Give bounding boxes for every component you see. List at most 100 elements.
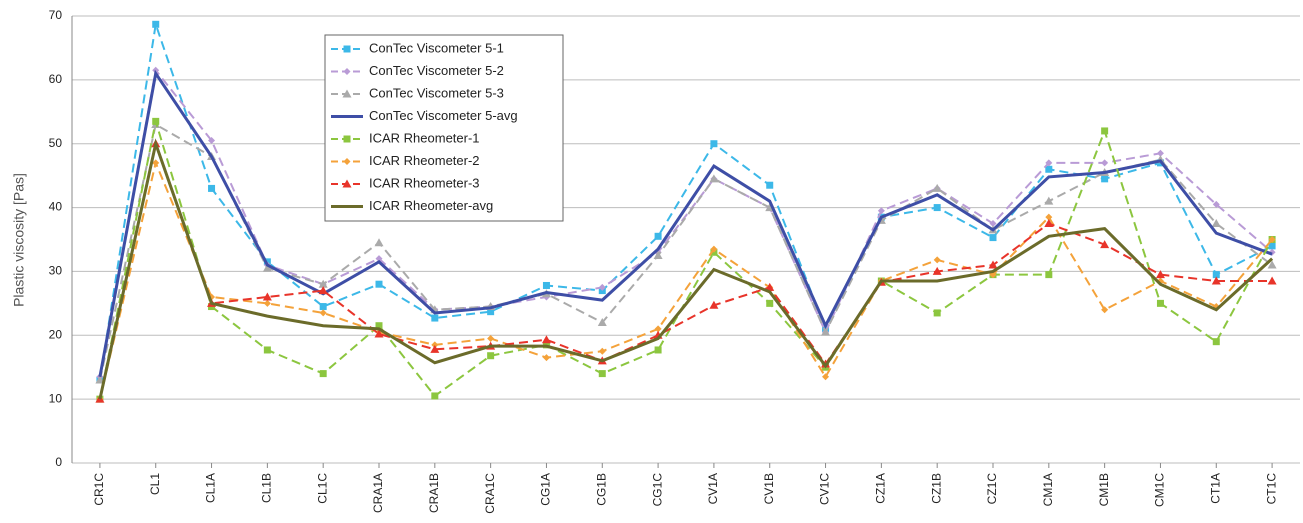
series-line xyxy=(98,138,1274,400)
series-line xyxy=(98,23,1273,381)
x-tick-label: CR1C xyxy=(92,473,106,506)
x-tick-label: CZ1A xyxy=(874,473,888,504)
x-tick-label: CM1A xyxy=(1041,473,1055,506)
point xyxy=(1212,338,1220,346)
point xyxy=(487,334,495,342)
x-tick-label: CT1A xyxy=(1208,473,1222,504)
y-tick-label: 40 xyxy=(49,200,63,214)
point xyxy=(1267,276,1277,285)
point xyxy=(1101,127,1109,135)
point xyxy=(932,266,942,275)
point xyxy=(541,335,551,344)
legend-marker xyxy=(343,135,351,143)
y-tick-label: 60 xyxy=(49,72,63,86)
x-tick-label: CV1A xyxy=(706,473,720,504)
x-tick-label: CV1C xyxy=(818,473,832,505)
point xyxy=(1211,276,1221,285)
legend-marker xyxy=(343,45,351,53)
point xyxy=(1100,240,1110,249)
x-tick-label: CM1C xyxy=(1153,473,1167,507)
point xyxy=(709,174,719,183)
y-axis-label: Plastic viscosity [Pas] xyxy=(11,173,27,307)
x-tick-label: CL1 xyxy=(148,473,162,495)
point xyxy=(1101,175,1109,183)
point xyxy=(821,327,831,336)
point xyxy=(319,303,327,311)
x-tick-label: CG1B xyxy=(594,473,608,506)
point xyxy=(430,344,440,353)
point xyxy=(989,234,997,242)
point xyxy=(1156,149,1164,157)
point xyxy=(988,260,998,269)
point xyxy=(653,250,663,259)
point xyxy=(263,346,271,354)
point xyxy=(1268,236,1276,243)
point xyxy=(431,314,439,322)
x-tick-label: CL1C xyxy=(315,473,329,504)
point xyxy=(654,346,662,354)
point xyxy=(152,20,160,28)
point xyxy=(542,281,550,289)
point xyxy=(319,370,327,378)
point xyxy=(989,220,997,228)
point xyxy=(208,137,216,145)
point xyxy=(262,292,272,301)
point xyxy=(766,181,774,189)
legend-marker xyxy=(342,89,352,98)
x-tick-label: CZ1C xyxy=(985,473,999,505)
point xyxy=(1155,270,1165,279)
point xyxy=(487,352,495,360)
legend-label: ConTec Viscometer 5-1 xyxy=(369,40,504,55)
point xyxy=(375,280,383,288)
y-tick-label: 70 xyxy=(49,8,63,22)
point xyxy=(1044,196,1054,205)
legend-label: ConTec Viscometer 5-avg xyxy=(369,108,518,123)
point xyxy=(1045,165,1053,173)
point xyxy=(375,255,383,263)
point xyxy=(487,308,495,316)
point xyxy=(374,329,384,338)
point xyxy=(932,183,942,192)
x-tick-label: CM1B xyxy=(1097,473,1111,506)
x-tick-label: CRA1A xyxy=(371,473,385,513)
y-tick-label: 50 xyxy=(49,136,63,150)
legend-box xyxy=(324,34,564,222)
series-line xyxy=(98,159,1273,400)
point xyxy=(1101,159,1109,167)
x-tick-label: CL1A xyxy=(204,473,218,503)
point xyxy=(318,279,328,288)
point xyxy=(765,282,775,291)
legend-label: ConTec Viscometer 5-3 xyxy=(369,85,504,100)
x-tick-label: CL1B xyxy=(260,473,274,503)
y-tick-label: 0 xyxy=(55,455,62,469)
point xyxy=(598,370,606,378)
point xyxy=(1212,271,1220,279)
point xyxy=(766,299,774,307)
point xyxy=(710,245,718,253)
point xyxy=(374,238,384,247)
point xyxy=(1212,200,1220,208)
point xyxy=(319,309,327,317)
point xyxy=(1267,260,1277,269)
point xyxy=(1211,219,1221,228)
y-tick-label: 10 xyxy=(49,391,63,405)
legend-marker xyxy=(343,158,351,165)
point xyxy=(208,184,216,192)
point xyxy=(542,354,550,362)
point xyxy=(709,300,719,309)
y-tick-label: 30 xyxy=(49,264,63,278)
point xyxy=(1045,159,1053,167)
series-line xyxy=(98,67,1273,377)
legend-label: ICAR Rheometer-avg xyxy=(369,198,493,213)
point xyxy=(152,159,160,167)
point xyxy=(654,325,662,333)
point xyxy=(654,232,662,240)
point xyxy=(877,207,885,215)
series-line xyxy=(98,140,1273,400)
x-tick-label: CT1C xyxy=(1264,473,1278,505)
point xyxy=(597,318,607,327)
point xyxy=(822,373,830,381)
point xyxy=(375,322,383,330)
legend-label: ICAR Rheometer-2 xyxy=(369,153,480,168)
